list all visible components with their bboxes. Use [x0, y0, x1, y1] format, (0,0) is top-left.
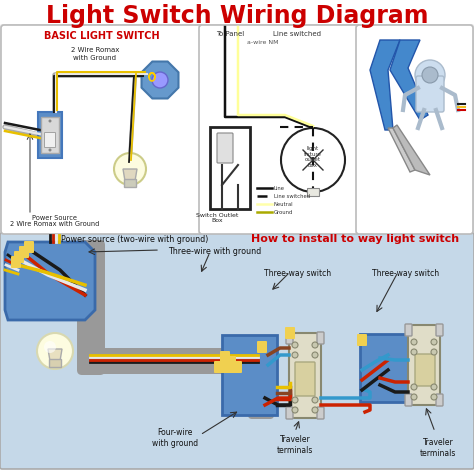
- FancyBboxPatch shape: [1, 25, 203, 234]
- Polygon shape: [123, 169, 137, 181]
- Circle shape: [152, 72, 168, 88]
- FancyBboxPatch shape: [285, 327, 295, 339]
- Text: How to install to way light switch: How to install to way light switch: [251, 234, 459, 244]
- FancyBboxPatch shape: [11, 256, 21, 268]
- Circle shape: [312, 342, 318, 348]
- Text: Line: Line: [274, 186, 285, 190]
- Text: Light Switch Wiring Diagram: Light Switch Wiring Diagram: [46, 4, 428, 28]
- FancyBboxPatch shape: [232, 361, 242, 373]
- Circle shape: [411, 349, 417, 355]
- Polygon shape: [5, 242, 95, 320]
- Circle shape: [281, 128, 345, 192]
- Circle shape: [312, 407, 318, 413]
- FancyBboxPatch shape: [19, 246, 29, 258]
- Circle shape: [431, 349, 437, 355]
- FancyBboxPatch shape: [415, 354, 435, 386]
- FancyBboxPatch shape: [38, 112, 62, 158]
- Circle shape: [411, 384, 417, 390]
- FancyBboxPatch shape: [219, 361, 229, 373]
- Text: Power Source
2 Wire Romax with Ground: Power Source 2 Wire Romax with Ground: [10, 214, 100, 227]
- Text: Power source (two-wire with ground): Power source (two-wire with ground): [61, 235, 209, 243]
- Circle shape: [415, 60, 445, 90]
- FancyBboxPatch shape: [45, 133, 55, 148]
- FancyBboxPatch shape: [405, 394, 412, 406]
- Text: light
fixture
outlet
box: light fixture outlet box: [304, 146, 322, 168]
- FancyBboxPatch shape: [199, 25, 360, 234]
- FancyBboxPatch shape: [226, 356, 236, 368]
- FancyBboxPatch shape: [356, 25, 473, 234]
- Text: Neutral: Neutral: [274, 202, 293, 206]
- Text: Three-way switch: Three-way switch: [373, 268, 439, 277]
- Text: Three-wire with ground: Three-wire with ground: [168, 248, 262, 257]
- FancyBboxPatch shape: [317, 407, 324, 419]
- Circle shape: [411, 394, 417, 400]
- FancyBboxPatch shape: [286, 332, 293, 344]
- Circle shape: [431, 384, 437, 390]
- FancyBboxPatch shape: [217, 133, 233, 163]
- FancyBboxPatch shape: [77, 240, 105, 375]
- Text: To Panel: To Panel: [216, 31, 244, 37]
- FancyBboxPatch shape: [416, 76, 444, 112]
- Text: Ground: Ground: [274, 210, 293, 214]
- Circle shape: [431, 394, 437, 400]
- Circle shape: [312, 397, 318, 403]
- FancyBboxPatch shape: [408, 325, 440, 405]
- Circle shape: [292, 397, 298, 403]
- FancyBboxPatch shape: [360, 334, 410, 402]
- Circle shape: [422, 67, 438, 83]
- Circle shape: [48, 119, 52, 123]
- Polygon shape: [388, 128, 415, 172]
- Circle shape: [48, 149, 52, 151]
- FancyBboxPatch shape: [220, 351, 230, 363]
- FancyBboxPatch shape: [436, 394, 443, 406]
- FancyBboxPatch shape: [357, 334, 367, 346]
- Circle shape: [37, 333, 73, 369]
- FancyBboxPatch shape: [229, 361, 239, 373]
- Text: Traveler
terminals: Traveler terminals: [277, 435, 313, 454]
- Text: Line switched: Line switched: [274, 194, 310, 198]
- Text: Three-way switch: Three-way switch: [264, 268, 331, 277]
- FancyBboxPatch shape: [210, 127, 250, 209]
- FancyBboxPatch shape: [405, 324, 412, 336]
- Circle shape: [312, 352, 318, 358]
- FancyBboxPatch shape: [436, 324, 443, 336]
- Text: Line switched: Line switched: [273, 31, 321, 37]
- Text: 2 Wire Romax
with Ground: 2 Wire Romax with Ground: [71, 47, 119, 61]
- Text: BASIC LIGHT SWITCH: BASIC LIGHT SWITCH: [44, 31, 160, 41]
- FancyBboxPatch shape: [0, 233, 474, 469]
- FancyBboxPatch shape: [0, 24, 474, 235]
- Text: Four-wire
with ground: Four-wire with ground: [152, 428, 198, 448]
- FancyBboxPatch shape: [14, 251, 24, 263]
- FancyBboxPatch shape: [286, 407, 293, 419]
- FancyBboxPatch shape: [224, 361, 234, 373]
- FancyBboxPatch shape: [289, 333, 321, 418]
- FancyBboxPatch shape: [214, 361, 224, 373]
- FancyBboxPatch shape: [257, 341, 267, 353]
- Circle shape: [411, 339, 417, 345]
- Circle shape: [292, 342, 298, 348]
- Circle shape: [292, 352, 298, 358]
- Circle shape: [292, 407, 298, 413]
- Circle shape: [114, 153, 146, 185]
- FancyBboxPatch shape: [49, 359, 61, 367]
- Text: a-wire NM: a-wire NM: [247, 39, 279, 45]
- Polygon shape: [370, 40, 400, 130]
- Text: Switch Outlet
Box: Switch Outlet Box: [196, 212, 238, 223]
- FancyBboxPatch shape: [24, 241, 34, 253]
- Polygon shape: [390, 40, 428, 120]
- FancyBboxPatch shape: [124, 179, 136, 187]
- Polygon shape: [48, 349, 62, 361]
- Circle shape: [431, 339, 437, 345]
- FancyBboxPatch shape: [81, 348, 269, 374]
- Text: Traveler
terminals: Traveler terminals: [420, 439, 456, 458]
- FancyBboxPatch shape: [222, 335, 277, 415]
- Polygon shape: [142, 62, 179, 99]
- FancyBboxPatch shape: [317, 332, 324, 344]
- FancyBboxPatch shape: [295, 362, 315, 396]
- Circle shape: [44, 341, 56, 353]
- FancyBboxPatch shape: [41, 117, 59, 153]
- Polygon shape: [393, 125, 430, 175]
- FancyBboxPatch shape: [307, 188, 319, 196]
- FancyBboxPatch shape: [248, 346, 274, 419]
